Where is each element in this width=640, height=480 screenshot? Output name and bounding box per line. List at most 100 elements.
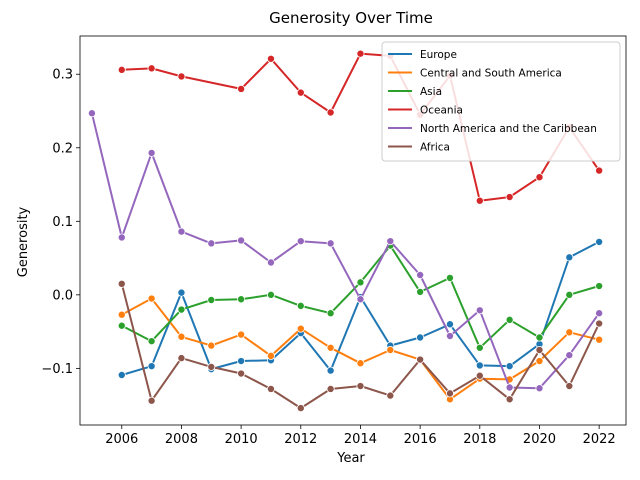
- legend-label: North America and the Caribbean: [420, 123, 597, 135]
- data-point: [147, 64, 156, 73]
- data-point: [505, 383, 514, 392]
- data-point: [595, 282, 604, 291]
- data-point: [326, 309, 335, 318]
- data-point: [356, 359, 365, 368]
- data-point: [416, 355, 425, 364]
- data-point: [535, 384, 544, 393]
- data-point: [386, 237, 395, 246]
- data-point: [595, 237, 604, 246]
- legend-label: Asia: [420, 86, 442, 98]
- axes-frame: [79, 35, 627, 426]
- data-point: [266, 258, 275, 267]
- data-point: [595, 166, 604, 175]
- data-point: [296, 324, 305, 333]
- series-line: [90, 112, 600, 390]
- data-point: [475, 306, 484, 315]
- legend-item: Europe: [388, 49, 457, 61]
- x-tick-label: 2012: [284, 432, 317, 447]
- legend-item: Asia: [388, 86, 442, 98]
- y-axis-label: Generosity: [16, 206, 31, 277]
- data-point: [475, 196, 484, 205]
- data-point: [296, 404, 305, 413]
- data-point: [505, 395, 514, 404]
- x-tick-label: 2020: [523, 432, 556, 447]
- plot-area: [79, 35, 627, 426]
- series-line: [121, 52, 600, 202]
- data-point: [595, 309, 604, 318]
- data-point: [117, 279, 126, 288]
- legend-box: [381, 41, 621, 162]
- chart-title: Generosity Over Time: [269, 9, 433, 27]
- series-africa: [117, 279, 604, 413]
- x-tick-label: 2018: [463, 432, 496, 447]
- x-axis-label: Year: [336, 451, 365, 466]
- data-point: [445, 332, 454, 341]
- data-point: [207, 362, 216, 371]
- y-tick-label: −0.1: [41, 362, 73, 377]
- data-point: [147, 294, 156, 303]
- data-point: [207, 341, 216, 350]
- y-tick-label: 0.0: [52, 288, 73, 303]
- legend-item: Africa: [388, 142, 450, 154]
- data-point: [117, 321, 126, 330]
- data-point: [595, 319, 604, 328]
- data-point: [326, 343, 335, 352]
- data-point: [147, 396, 156, 405]
- data-point: [475, 361, 484, 370]
- legend-item: Central and South America: [388, 68, 562, 80]
- x-tick-label: 2006: [105, 432, 138, 447]
- legend-item: Oceania: [388, 105, 463, 117]
- data-point: [87, 109, 96, 118]
- data-point: [177, 227, 186, 236]
- x-tick-label: 2010: [225, 432, 258, 447]
- series-central-and-south-america: [117, 294, 604, 404]
- data-point: [565, 290, 574, 299]
- y-tick-label: 0.1: [52, 215, 73, 230]
- data-point: [237, 84, 246, 93]
- data-point: [237, 295, 246, 304]
- x-tick-label: 2014: [344, 432, 377, 447]
- data-point: [207, 295, 216, 304]
- data-point: [117, 370, 126, 379]
- data-point: [207, 239, 216, 248]
- data-point: [416, 333, 425, 342]
- data-point: [266, 54, 275, 63]
- x-axis: 2006 2008 2010 2012 2014 2016 2018 2020 2022: [105, 425, 616, 447]
- data-point: [505, 193, 514, 202]
- data-point: [147, 337, 156, 346]
- data-point: [535, 173, 544, 182]
- data-point: [326, 384, 335, 393]
- data-point: [386, 345, 395, 354]
- data-point: [237, 357, 246, 366]
- data-point: [117, 65, 126, 74]
- data-point: [356, 49, 365, 58]
- data-point: [147, 148, 156, 157]
- data-point: [445, 389, 454, 398]
- data-point: [266, 290, 275, 299]
- data-point: [445, 273, 454, 282]
- legend-item: North America and the Caribbean: [388, 123, 597, 135]
- data-point: [117, 310, 126, 319]
- data-point: [177, 288, 186, 297]
- legend: Europe Central and South America Asia Ocean…: [381, 41, 621, 162]
- data-point: [177, 72, 186, 81]
- data-point: [117, 233, 126, 242]
- data-point: [475, 371, 484, 380]
- data-point: [416, 270, 425, 279]
- data-point: [565, 382, 574, 391]
- series-north-america-and-the-caribbean: [87, 109, 604, 393]
- data-point: [177, 305, 186, 314]
- legend-label: Europe: [420, 49, 457, 61]
- data-point: [147, 362, 156, 371]
- data-point: [386, 391, 395, 400]
- data-point: [565, 351, 574, 360]
- data-point: [266, 351, 275, 360]
- data-point: [416, 287, 425, 296]
- data-point: [296, 301, 305, 310]
- y-axis: −0.1 0.0 0.1 0.2 0.3: [41, 68, 80, 377]
- data-point: [535, 357, 544, 366]
- data-point: [326, 366, 335, 375]
- data-point: [445, 320, 454, 329]
- data-point: [565, 328, 574, 337]
